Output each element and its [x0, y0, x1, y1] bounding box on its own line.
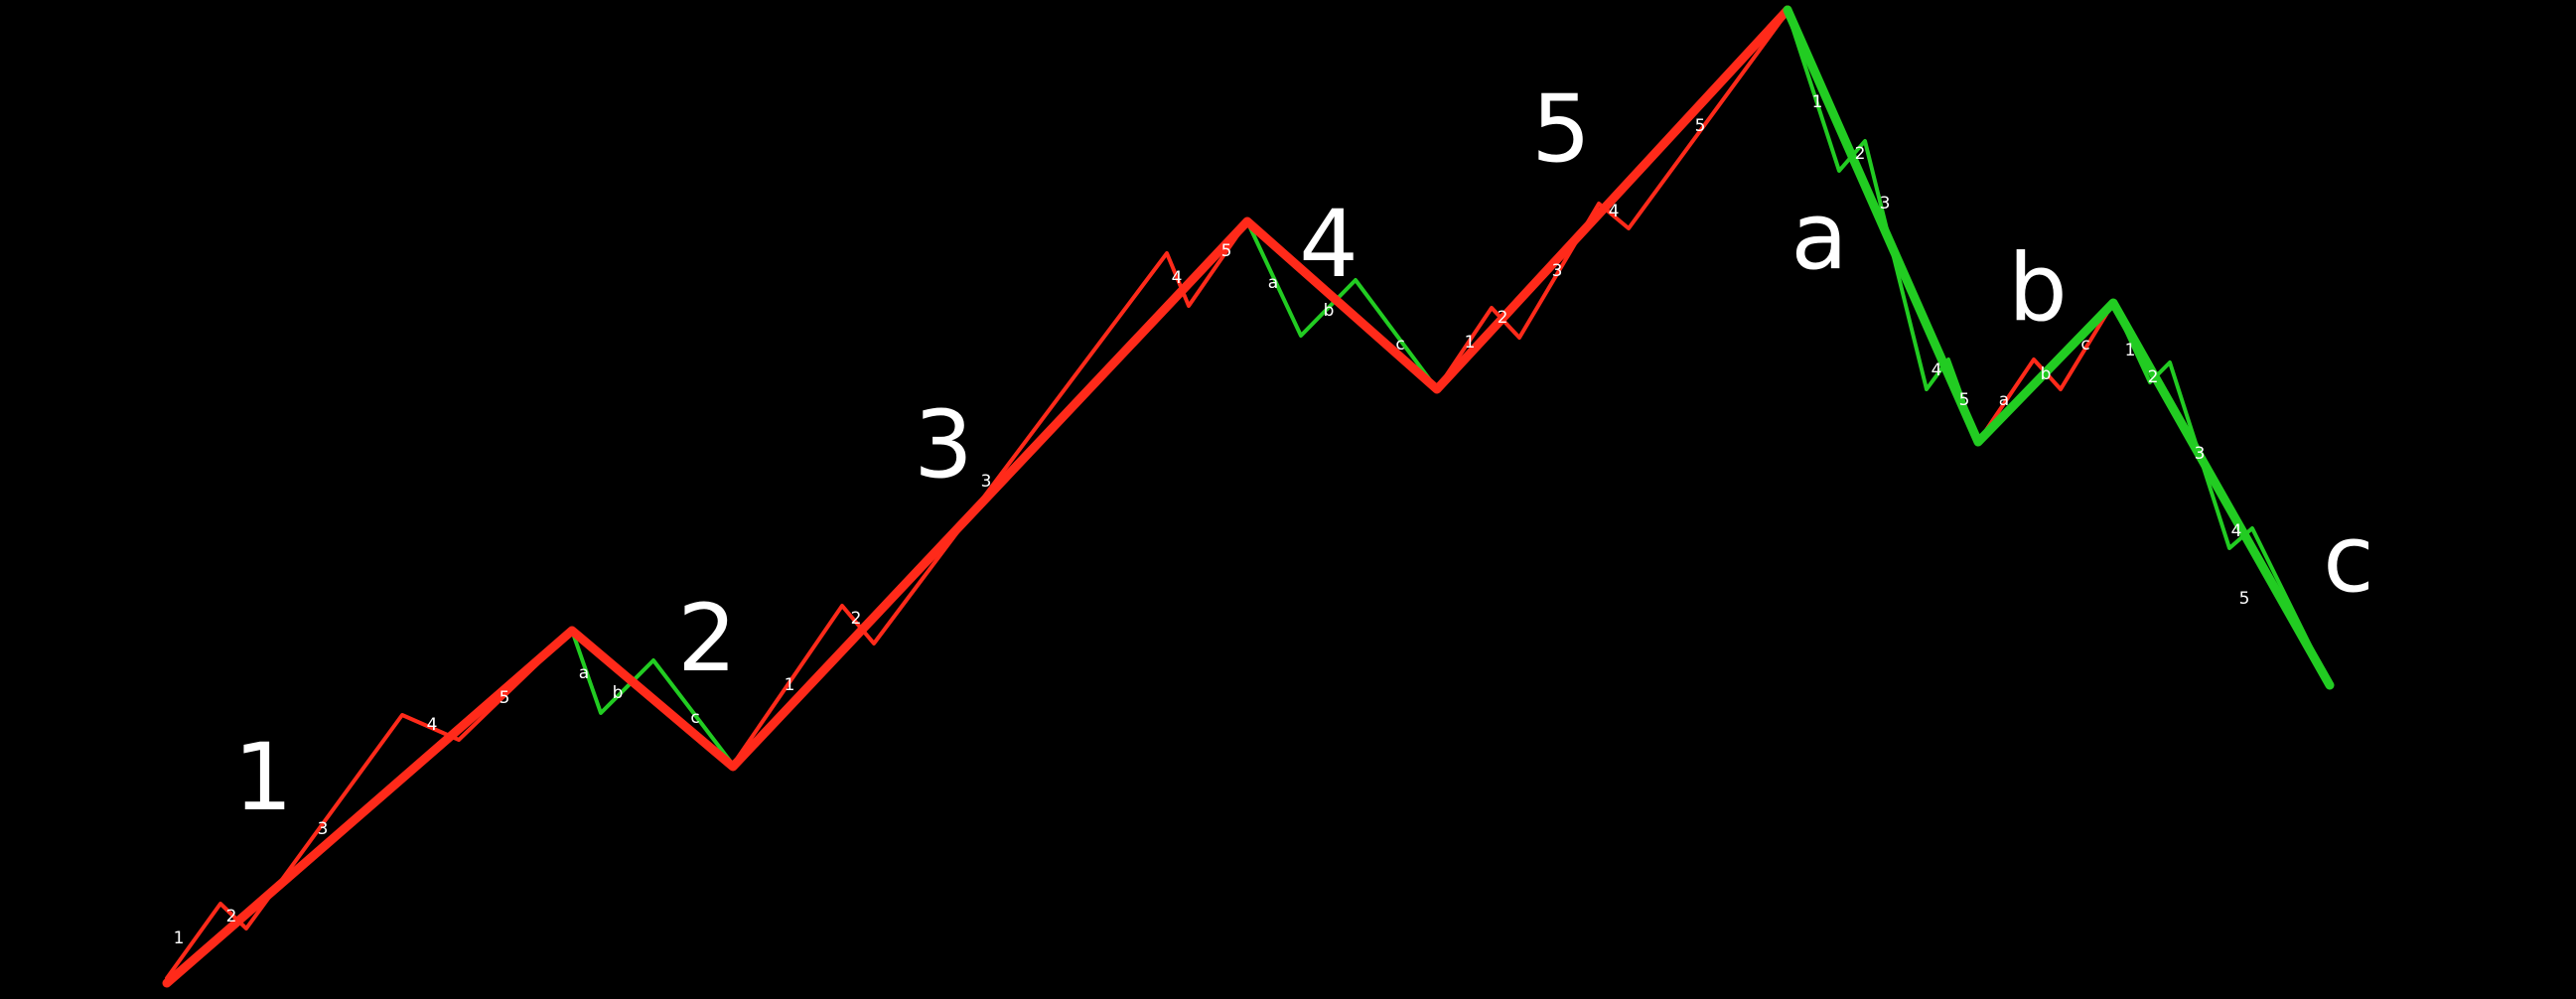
- wave3-sub-label: 2: [851, 609, 862, 629]
- wave4-sub-label: a: [1268, 273, 1278, 293]
- wave-a-sub-label: 4: [1932, 360, 1942, 380]
- wave-c-sub-label: 5: [2239, 589, 2250, 609]
- wave5-sub-label: 2: [1498, 308, 1508, 328]
- wave3-sub-label: 1: [785, 675, 795, 695]
- wave-5-label: 5: [1531, 75, 1591, 184]
- wave-a-label: a: [1790, 183, 1848, 291]
- wave3-sub-label: 5: [1221, 241, 1232, 261]
- wave4-sub-label: b: [1324, 301, 1335, 321]
- wave5-sub-label: 3: [1552, 261, 1563, 281]
- wave1-sub-label: 3: [318, 819, 329, 839]
- wave1-sub-label: 1: [174, 928, 185, 948]
- wave3-sub-label: 3: [981, 472, 992, 492]
- wave4-subwave-path: [1245, 219, 1439, 391]
- wave-b-sub-label: b: [2041, 364, 2052, 384]
- wave2-sub-label: a: [579, 663, 589, 683]
- wave3-sub-label: 4: [1172, 268, 1183, 288]
- wave2-subwave-path: [570, 629, 735, 767]
- wave-b-sub-label: c: [2080, 335, 2089, 355]
- wave2-sub-label: c: [690, 708, 699, 728]
- wave-a-sub-label: 2: [1855, 144, 1866, 164]
- wave5-subwave-path: [1435, 10, 1789, 391]
- wave4-sub-label: c: [1395, 335, 1404, 355]
- wave-c-label: c: [2323, 505, 2374, 614]
- wave-b-sub-label: a: [1999, 390, 2009, 410]
- wave1-sub-label: 2: [226, 907, 237, 927]
- wave-b-label: b: [2008, 234, 2068, 343]
- corrective-main-path: [1783, 5, 2335, 690]
- wave-c-sub-label: 1: [2125, 341, 2136, 360]
- wave-2-label: 2: [677, 585, 737, 693]
- wave2-sub-label: b: [613, 683, 624, 703]
- wave-c-sub-label: 2: [2148, 367, 2159, 387]
- wave5-sub-label: 5: [1695, 116, 1706, 136]
- wave-c-sub-label: 3: [2195, 444, 2206, 464]
- wave-3-label: 3: [914, 391, 973, 500]
- wave-c-sub-label: 4: [2231, 521, 2242, 541]
- wave-a-sub-label: 3: [1880, 194, 1891, 214]
- wave1-sub-label: 4: [427, 715, 438, 735]
- wave-1-label: 1: [233, 724, 293, 832]
- wave-a-sub-label: 5: [1959, 390, 1970, 410]
- impulse-main-path: [162, 5, 1792, 988]
- wave1-subwave-path: [165, 629, 574, 980]
- wave3-subwave-path: [731, 219, 1249, 767]
- wave-a-sub-label: 1: [1812, 92, 1823, 112]
- wave5-sub-label: 4: [1609, 202, 1620, 221]
- wave-4-label: 4: [1299, 191, 1359, 299]
- wave1-sub-label: 5: [500, 688, 510, 708]
- wave5-sub-label: 1: [1465, 333, 1476, 353]
